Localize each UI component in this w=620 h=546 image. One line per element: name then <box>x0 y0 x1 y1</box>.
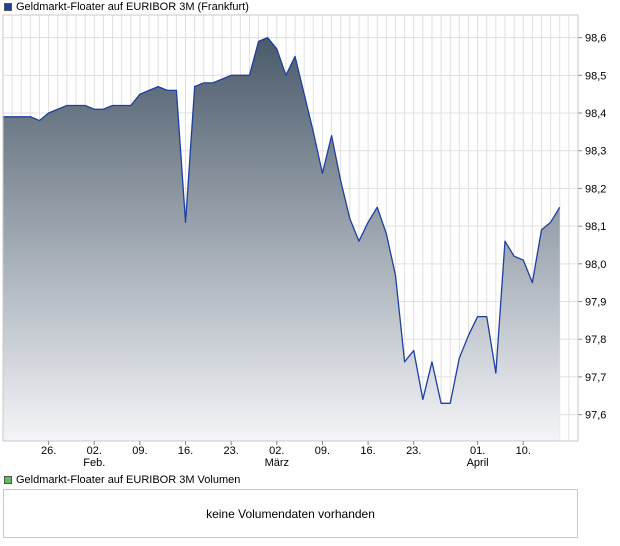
volume-legend-swatch <box>4 476 12 484</box>
x-tick-label: 16. <box>360 445 375 457</box>
plot-frame <box>2 14 579 442</box>
volume-panel: keine Volumendaten vorhanden <box>3 489 578 538</box>
x-tick-label: 01. <box>470 445 485 457</box>
y-tick-label: 98,2 <box>585 183 606 195</box>
y-tick-label: 97,6 <box>585 410 606 422</box>
x-tick-label: 09. <box>315 445 330 457</box>
volume-legend: Geldmarkt-Floater auf EURIBOR 3M Volumen <box>4 473 240 487</box>
x-tick-label: 23. <box>406 445 421 457</box>
volume-legend-label: Geldmarkt-Floater auf EURIBOR 3M Volumen <box>16 474 241 486</box>
y-tick-label: 98,5 <box>585 70 606 82</box>
y-tick-label: 98,0 <box>585 259 606 271</box>
y-tick-label: 98,1 <box>585 221 606 233</box>
x-tick-label: 02. <box>269 445 284 457</box>
x-tick-month-label: Feb. <box>83 457 105 469</box>
price-chart: 97,6 97,7 97,8 97,9 98,0 98,1 98,2 98,3 98,4 98,5… <box>2 14 606 469</box>
y-tick-label: 98,4 <box>585 108 606 120</box>
price-legend-swatch <box>4 3 12 11</box>
x-tick-label: 10. <box>516 445 531 457</box>
y-tick-label: 97,8 <box>585 334 606 346</box>
no-volume-message: keine Volumendaten vorhanden <box>206 506 375 521</box>
x-tick-label: 09. <box>132 445 147 457</box>
x-tick-month-label: März <box>265 457 289 469</box>
x-tick-label: 16. <box>178 445 193 457</box>
y-tick-label: 97,7 <box>585 372 606 384</box>
price-line <box>3 36 561 404</box>
x-tick-label: 02. <box>87 445 102 457</box>
y-tick-label: 98,6 <box>585 33 606 45</box>
y-tick-label: 98,3 <box>585 146 606 158</box>
price-legend-label: Geldmarkt-Floater auf EURIBOR 3M (Frankf… <box>16 1 249 13</box>
price-area <box>3 37 560 441</box>
y-tick-label: 97,9 <box>585 297 606 309</box>
x-tick-label: 26. <box>41 445 56 457</box>
price-legend: Geldmarkt-Floater auf EURIBOR 3M (Frankf… <box>4 0 249 14</box>
x-tick-month-label: April <box>467 457 489 469</box>
x-tick-label: 23. <box>224 445 239 457</box>
